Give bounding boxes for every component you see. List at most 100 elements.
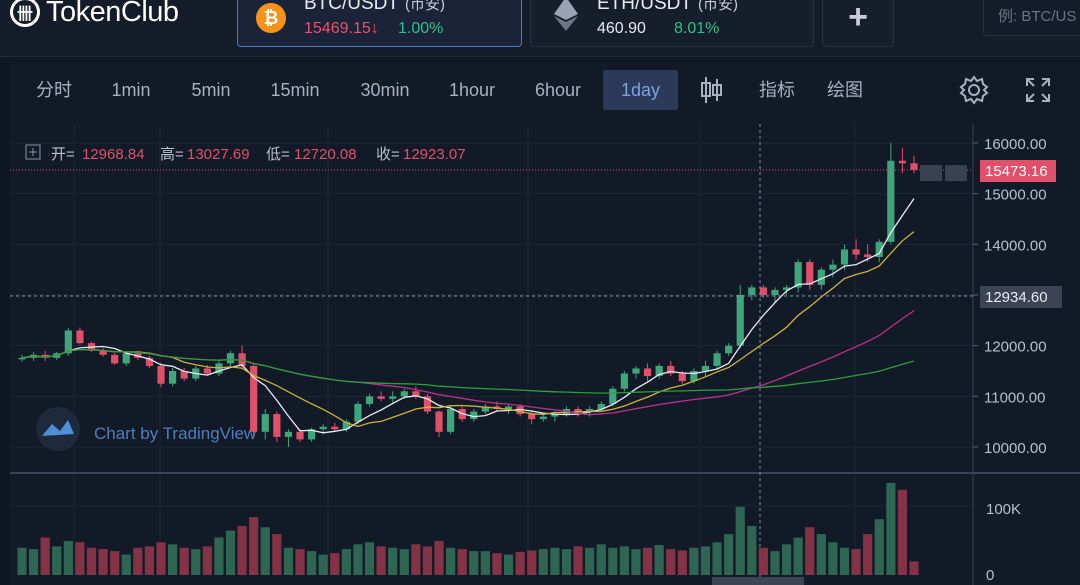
interval-tab[interactable]: 30min	[360, 80, 410, 100]
chart-toolbar: 分时 1min 5min 15min 30min 1hour 6hour 1da…	[10, 70, 1080, 110]
interval-tab[interactable]: 6hour	[534, 80, 582, 100]
interval-tab[interactable]: 分时	[36, 80, 72, 100]
volume-bar	[249, 517, 259, 575]
volume-bar	[863, 534, 873, 575]
ohlc-high-label: 高=	[160, 146, 184, 163]
candle-body	[470, 411, 478, 420]
volume-bar	[897, 489, 908, 575]
tradingview-cloud-icon	[42, 420, 74, 436]
volume-bar	[816, 534, 826, 575]
price-tick-label: 15000.00	[984, 187, 1047, 204]
candle-body	[806, 262, 814, 285]
candle-body	[516, 406, 524, 415]
candle-body	[690, 371, 698, 382]
candle-body	[261, 414, 269, 432]
volume-bar	[179, 547, 189, 575]
price-tick-label: 10000.00	[984, 440, 1047, 457]
pair-symbol: BTC/USDT	[304, 0, 399, 14]
volume-bar	[98, 549, 108, 575]
volume-bar	[75, 542, 85, 575]
volume-bar	[677, 550, 687, 575]
price-chart[interactable]: Chart by TradingView 16000.00 15000.00 1400…	[10, 62, 1080, 585]
interval-tab[interactable]: 15min	[270, 80, 320, 100]
candle-body	[284, 431, 293, 437]
pair-tab-btc[interactable]: ₿ BTC/USDT (币安) 15469.15↓ 1.00%	[237, 0, 522, 47]
interval-tab-selected[interactable]: 1day	[603, 70, 678, 110]
ohlc-high-value: 13027.69	[187, 146, 250, 163]
ethereum-icon	[551, 0, 581, 31]
ma-line-white	[21, 198, 915, 434]
volume-bar	[747, 525, 757, 575]
candle-body	[887, 160, 895, 242]
candle-body	[771, 289, 779, 295]
volume-bar	[434, 540, 444, 575]
volume-bar	[735, 506, 745, 575]
candle-body	[111, 354, 119, 364]
pair-change: 1.00%	[398, 20, 444, 37]
pair-tab-eth[interactable]: ETH/USDT (币安) 460.90 8.01%	[530, 0, 814, 47]
scale-button	[920, 165, 942, 181]
interval-tab[interactable]: 1min	[111, 80, 151, 100]
indicators-button[interactable]: 指标	[759, 80, 795, 100]
crosshair-time-badge	[712, 577, 804, 585]
volume-bar	[411, 544, 421, 575]
price-down-arrow-icon: ↓	[370, 20, 379, 37]
candle-body	[586, 409, 594, 412]
volume-bar	[619, 546, 629, 575]
volume-bar	[376, 546, 386, 575]
tokenclub-logo-icon: 卌	[10, 0, 40, 27]
crosshair-price-label: 12934.60	[985, 289, 1048, 306]
drawing-button[interactable]: 绘图	[827, 80, 863, 100]
candle-body	[840, 249, 849, 265]
candle-body	[725, 345, 733, 354]
search-input[interactable]: 例: BTC/US	[983, 0, 1080, 36]
candle-body	[169, 371, 177, 384]
volume-bar	[781, 544, 792, 575]
tradingview-logo-icon	[36, 407, 80, 451]
candle-body	[354, 403, 362, 422]
volume-bar	[527, 550, 537, 575]
volume-bar	[503, 554, 514, 575]
volume-bar	[17, 547, 27, 575]
volume-bar	[805, 527, 815, 575]
candle-body	[736, 295, 744, 346]
candle-body	[678, 373, 686, 382]
candle-body	[748, 287, 756, 295]
logo[interactable]: 卌 TokenClub	[10, 0, 179, 30]
volume-bar	[63, 540, 73, 575]
add-pair-button[interactable]: +	[822, 0, 894, 47]
volume-bar	[886, 483, 896, 575]
ohlc-open-label: 开=	[51, 146, 75, 163]
settings-gear-icon[interactable]	[956, 70, 992, 110]
interval-tab[interactable]: 1hour	[448, 80, 496, 100]
volume-bar	[353, 544, 363, 575]
volume-bar	[631, 549, 641, 575]
candle-body	[597, 403, 605, 409]
volume-bar	[422, 546, 433, 575]
ohlc-low-value: 12720.08	[294, 146, 357, 163]
candle-body	[481, 406, 489, 412]
volume-bar	[851, 549, 861, 575]
legend-toggle-icon	[25, 144, 41, 160]
candle-body	[308, 429, 316, 440]
candle-body	[180, 371, 188, 379]
ohlc-open-value: 12968.84	[82, 146, 145, 163]
fullscreen-icon[interactable]	[1020, 70, 1056, 110]
price-tick-label: 11000.00	[984, 389, 1045, 406]
candle-body	[319, 426, 327, 430]
candle-body	[250, 365, 258, 432]
volume-bar	[40, 537, 50, 575]
candle-body	[620, 373, 628, 389]
candle-body	[701, 365, 710, 371]
candlestick-type-icon[interactable]	[695, 70, 727, 110]
candle-body	[528, 414, 536, 420]
volume-bar	[283, 547, 294, 575]
volume-bar	[712, 542, 722, 575]
candle-body	[400, 391, 408, 397]
candle-body	[655, 365, 663, 377]
pair-price: 15469.15	[304, 20, 371, 37]
candle-body	[389, 396, 397, 399]
volume-bar	[874, 519, 884, 575]
interval-tab[interactable]: 5min	[191, 80, 231, 100]
candle-body	[447, 409, 455, 432]
